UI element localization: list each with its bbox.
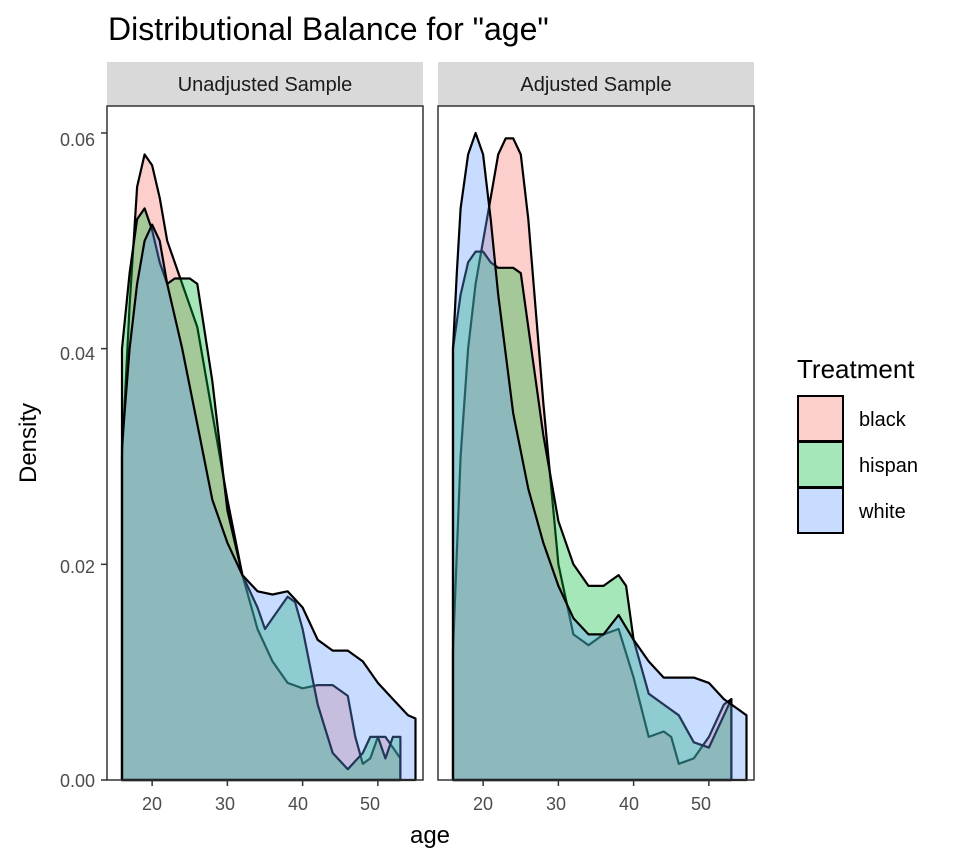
legend-label-white: white <box>858 501 906 523</box>
strip-background <box>107 62 423 106</box>
panel-border <box>437 105 755 781</box>
y-axis-title: Density <box>15 403 42 483</box>
x-tick-label: 20 <box>142 794 162 814</box>
x-tick-label: 20 <box>473 794 493 814</box>
x-tick-label: 50 <box>691 794 711 814</box>
y-tick-marks <box>101 132 107 781</box>
y-tick-label: 0.04 <box>60 344 95 364</box>
x-tick-marks <box>151 780 710 786</box>
legend-label-black: black <box>859 409 907 431</box>
density-area-black <box>451 137 733 782</box>
strip-label-unadjusted: Unadjusted Sample <box>178 74 353 96</box>
facet-panel-unadjusted: Unadjusted Sample <box>106 62 424 782</box>
density-area-hispan <box>120 207 402 782</box>
panel-series-group <box>120 153 417 782</box>
x-tick-label: 30 <box>215 794 235 814</box>
legend: Treatment black hispan white <box>797 354 918 534</box>
legend-label-hispan: hispan <box>859 455 918 477</box>
y-tick-label: 0.02 <box>60 557 95 577</box>
x-axis-adjusted: 20 30 40 50 <box>473 794 711 814</box>
legend-key-hispan <box>797 441 844 488</box>
facet-panel-adjusted: Adjusted Sample <box>437 62 755 782</box>
chart-title: Distributional Balance for "age" <box>108 11 549 47</box>
panel-series-group <box>451 131 748 782</box>
density-area-white <box>120 223 417 782</box>
strip-label-adjusted: Adjusted Sample <box>520 74 671 96</box>
density-area-white <box>451 131 748 782</box>
density-area-hispan <box>451 250 733 782</box>
x-tick-label: 30 <box>546 794 566 814</box>
y-tick-label: 0.00 <box>60 771 95 791</box>
strip-background <box>438 62 754 106</box>
legend-key-black <box>797 395 844 442</box>
panel-border <box>106 105 424 781</box>
x-axis-unadjusted: 20 30 40 50 <box>142 794 380 814</box>
x-tick-label: 50 <box>360 794 380 814</box>
legend-key-white <box>797 487 844 534</box>
x-tick-label: 40 <box>619 794 639 814</box>
legend-title: Treatment <box>797 354 915 384</box>
density-area-black <box>120 153 402 782</box>
y-axis: 0.00 0.02 0.04 0.06 <box>60 130 107 791</box>
y-tick-label: 0.06 <box>60 130 95 150</box>
x-tick-label: 40 <box>288 794 308 814</box>
x-axis-title: age <box>410 822 450 849</box>
